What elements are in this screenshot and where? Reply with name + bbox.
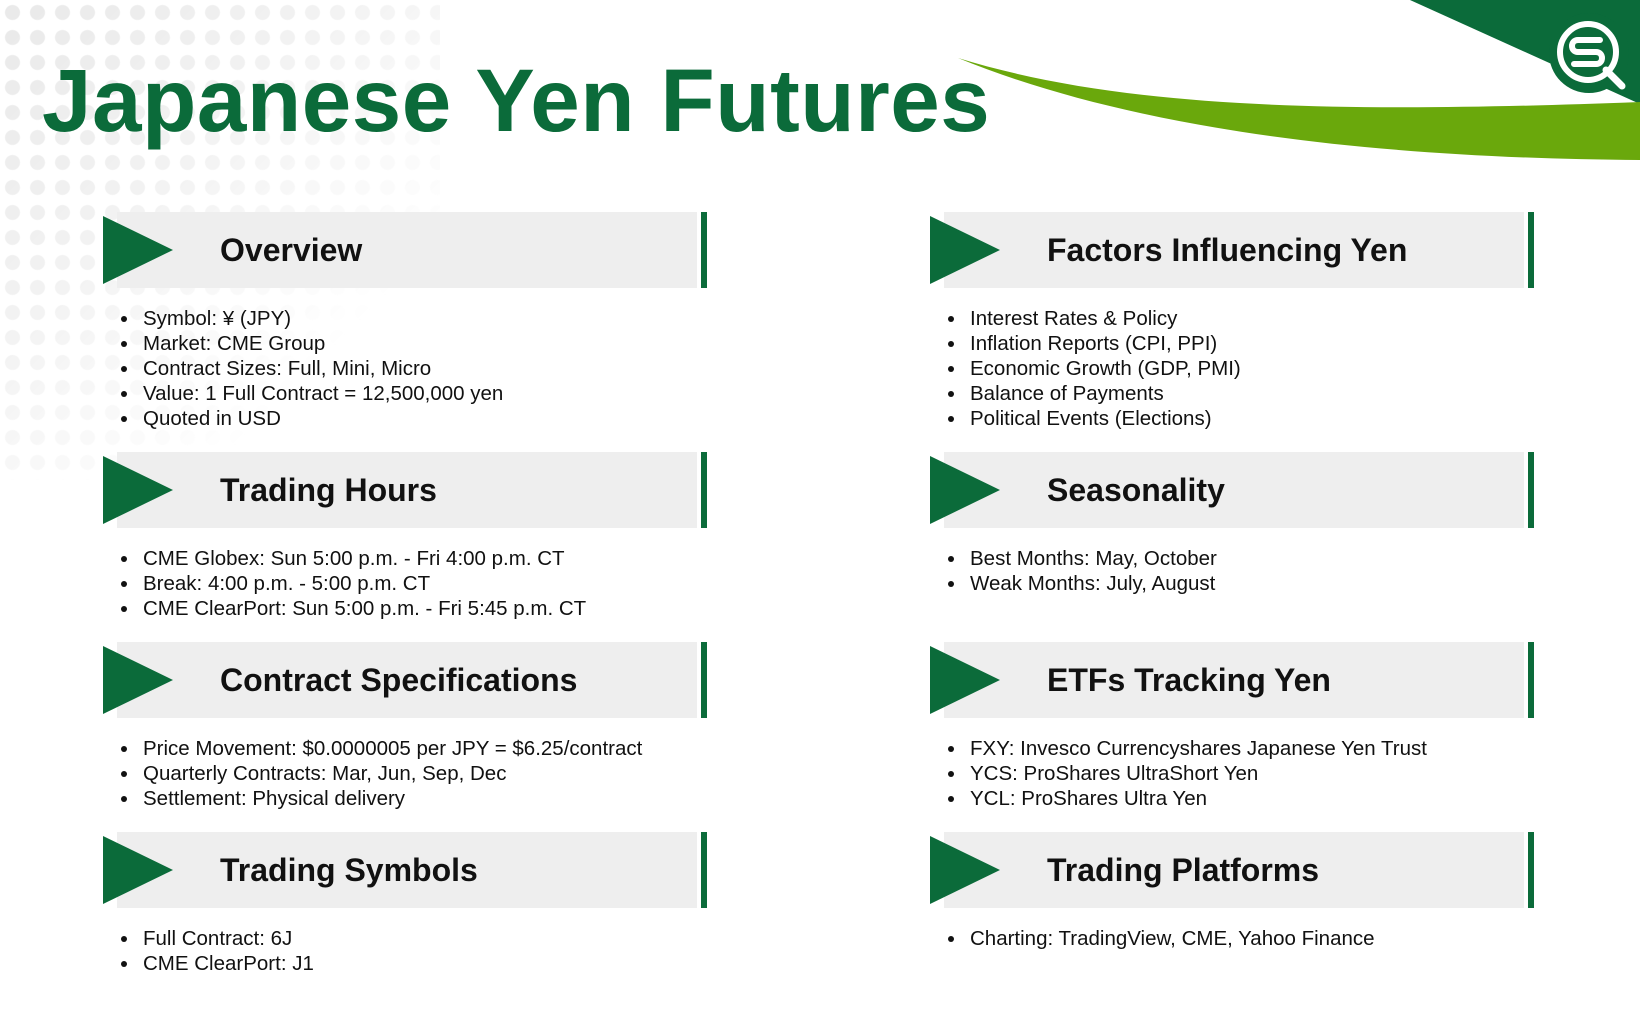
section-header-trading-symbols: Trading Symbols [103,832,709,908]
list-item: Symbol: ¥ (JPY) [140,306,503,331]
header-end-bar [701,642,707,718]
brand-logo-icon [1549,13,1629,93]
list-item: YCS: ProShares UltraShort Yen [967,761,1427,786]
section-header-overview: Overview [103,212,709,288]
list-item: Break: 4:00 p.m. - 5:00 p.m. CT [140,571,586,596]
list-item: FXY: Invesco Currencyshares Japanese Yen… [967,736,1427,761]
header-band [117,212,697,288]
play-arrow-icon [103,456,173,524]
list-item: Full Contract: 6J [140,926,314,951]
list-item: CME ClearPort: J1 [140,951,314,976]
section-header-contract-specifications: Contract Specifications [103,642,709,718]
trading-platforms-list: Charting: TradingView, CME, Yahoo Financ… [930,926,1375,951]
list-item: Quoted in USD [140,406,503,431]
section-header-factors-influencing-yen: Factors Influencing Yen [930,212,1536,288]
list-item: Best Months: May, October [967,546,1217,571]
list-item: Political Events (Elections) [967,406,1241,431]
header-end-bar [1528,212,1534,288]
contract-specifications-list: Price Movement: $0.0000005 per JPY = $6.… [103,736,642,811]
overview-list: Symbol: ¥ (JPY) Market: CME Group Contra… [103,306,503,431]
list-item: Balance of Payments [967,381,1241,406]
play-arrow-icon [930,836,1000,904]
list-item: Price Movement: $0.0000005 per JPY = $6.… [140,736,642,761]
list-item: YCL: ProShares Ultra Yen [967,786,1427,811]
header-band [117,832,697,908]
header-end-bar [701,452,707,528]
list-item: Quarterly Contracts: Mar, Jun, Sep, Dec [140,761,642,786]
section-header-seasonality: Seasonality [930,452,1536,528]
play-arrow-icon [103,216,173,284]
list-item: CME Globex: Sun 5:00 p.m. - Fri 4:00 p.m… [140,546,586,571]
header-band [944,212,1524,288]
section-header-etfs-tracking-yen: ETFs Tracking Yen [930,642,1536,718]
header-end-bar [701,832,707,908]
section-header-trading-hours: Trading Hours [103,452,709,528]
section-title-contract-specifications: Contract Specifications [220,662,578,698]
header-end-bar [1528,642,1534,718]
page-title: Japanese Yen Futures [42,50,991,150]
play-arrow-icon [103,836,173,904]
etfs-list: FXY: Invesco Currencyshares Japanese Yen… [930,736,1427,811]
header-band [944,452,1524,528]
trading-hours-list: CME Globex: Sun 5:00 p.m. - Fri 4:00 p.m… [103,546,586,621]
seasonality-list: Best Months: May, October Weak Months: J… [930,546,1217,596]
play-arrow-icon [930,646,1000,714]
play-arrow-icon [930,216,1000,284]
header-band [117,452,697,528]
header-end-bar [701,212,707,288]
header-end-bar [1528,452,1534,528]
header-end-bar [1528,832,1534,908]
list-item: Settlement: Physical delivery [140,786,642,811]
list-item: CME ClearPort: Sun 5:00 p.m. - Fri 5:45 … [140,596,586,621]
list-item: Charting: TradingView, CME, Yahoo Financ… [967,926,1375,951]
section-title-seasonality: Seasonality [1047,472,1225,508]
play-arrow-icon [930,456,1000,524]
section-title-etfs-tracking-yen: ETFs Tracking Yen [1047,662,1331,698]
list-item: Value: 1 Full Contract = 12,500,000 yen [140,381,503,406]
section-title-trading-symbols: Trading Symbols [220,852,478,888]
list-item: Contract Sizes: Full, Mini, Micro [140,356,503,381]
play-arrow-icon [103,646,173,714]
list-item: Interest Rates & Policy [967,306,1241,331]
section-header-trading-platforms: Trading Platforms [930,832,1536,908]
header-band [944,832,1524,908]
section-title-trading-platforms: Trading Platforms [1047,852,1320,888]
list-item: Market: CME Group [140,331,503,356]
section-title-factors-influencing-yen: Factors Influencing Yen [1047,232,1408,268]
list-item: Weak Months: July, August [967,571,1217,596]
list-item: Economic Growth (GDP, PMI) [967,356,1241,381]
header-band [944,642,1524,718]
factors-list: Interest Rates & Policy Inflation Report… [930,306,1241,431]
header-band [117,642,697,718]
trading-symbols-list: Full Contract: 6J CME ClearPort: J1 [103,926,314,976]
section-title-trading-hours: Trading Hours [220,472,437,508]
list-item: Inflation Reports (CPI, PPI) [967,331,1241,356]
section-title-overview: Overview [220,232,363,268]
